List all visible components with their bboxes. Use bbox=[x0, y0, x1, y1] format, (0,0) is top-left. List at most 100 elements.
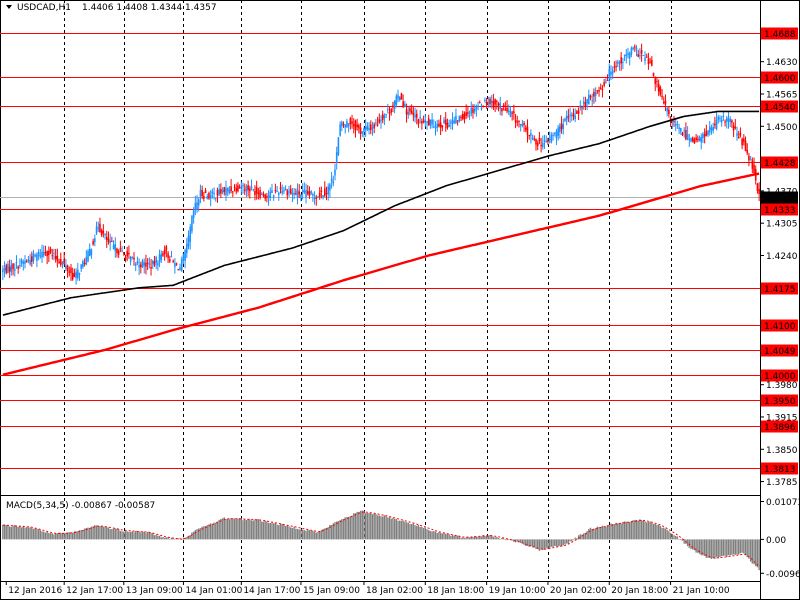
level-price-label bbox=[761, 27, 798, 40]
macd-bar bbox=[14, 525, 16, 540]
macd-bar bbox=[399, 520, 401, 540]
candle-body bbox=[708, 126, 711, 133]
candle-body bbox=[283, 190, 285, 192]
macd-bar bbox=[66, 532, 69, 540]
candle-body bbox=[668, 109, 670, 115]
macd-bar bbox=[85, 527, 88, 540]
candle-body bbox=[599, 87, 602, 90]
header-ohlc: 1.4406 1.4408 1.4344 1.4357 bbox=[82, 3, 217, 13]
candle-body bbox=[649, 62, 651, 64]
macd-bar bbox=[753, 539, 755, 565]
macd-bar bbox=[361, 510, 363, 540]
candle-body bbox=[526, 126, 529, 135]
candle-body bbox=[434, 127, 437, 129]
candle-body bbox=[2, 269, 4, 273]
candle-body bbox=[722, 116, 725, 118]
candle-body bbox=[392, 105, 394, 108]
candle-body bbox=[53, 252, 55, 254]
candle-body bbox=[214, 198, 217, 200]
candle-body bbox=[424, 119, 427, 124]
macd-bar bbox=[630, 521, 633, 540]
macd-bar bbox=[395, 518, 398, 540]
candle-body bbox=[329, 184, 331, 191]
candle-body bbox=[250, 186, 253, 188]
macd-bar bbox=[109, 529, 111, 540]
macd-bar bbox=[591, 528, 593, 540]
macd-bar bbox=[664, 528, 667, 540]
macd-bar bbox=[596, 526, 599, 540]
macd-bar bbox=[298, 529, 300, 540]
macd-bar bbox=[32, 528, 35, 540]
candle-body bbox=[99, 223, 101, 233]
candle-body bbox=[542, 142, 544, 148]
candle-body bbox=[177, 268, 180, 271]
candle-body bbox=[473, 108, 476, 112]
candle-body bbox=[702, 133, 704, 139]
macd-bar bbox=[456, 535, 459, 540]
candle-body bbox=[661, 95, 663, 98]
candle-body bbox=[29, 259, 31, 265]
candle-body bbox=[213, 192, 215, 194]
candle-body bbox=[753, 164, 755, 174]
macd-bar bbox=[601, 525, 604, 540]
macd-bar bbox=[739, 539, 742, 554]
macd-bar bbox=[383, 515, 386, 540]
macd-bar bbox=[611, 524, 614, 540]
macd-bar bbox=[576, 538, 578, 540]
candle-body bbox=[513, 111, 515, 114]
candle-body bbox=[620, 57, 622, 64]
macd-bar bbox=[674, 536, 677, 540]
macd-bar bbox=[678, 539, 680, 540]
candle-body bbox=[66, 265, 69, 272]
candle-body bbox=[252, 189, 255, 191]
macd-bar bbox=[458, 536, 461, 540]
candle-body bbox=[272, 195, 275, 198]
candle-body bbox=[140, 264, 142, 268]
candle-body bbox=[116, 248, 118, 254]
candle-body bbox=[731, 120, 733, 123]
macd-bar bbox=[95, 525, 98, 540]
candle-body bbox=[608, 69, 611, 80]
macd-bar bbox=[620, 523, 622, 540]
candle-body bbox=[499, 103, 502, 109]
macd-bar bbox=[317, 531, 319, 540]
candle-body bbox=[242, 185, 244, 187]
candle-body bbox=[685, 129, 687, 140]
level-price-text: 1.4428 bbox=[764, 159, 796, 169]
candle-body bbox=[211, 191, 214, 194]
macd-bar bbox=[613, 524, 616, 540]
macd-bar bbox=[431, 531, 433, 540]
candle-body bbox=[746, 149, 749, 154]
candle-body bbox=[264, 194, 266, 199]
macd-bar bbox=[83, 528, 86, 540]
candle-body bbox=[734, 126, 737, 128]
macd-bar bbox=[559, 539, 561, 546]
macd-bar bbox=[286, 525, 289, 540]
time-tick-label: 20 Jan 18:00 bbox=[611, 586, 668, 596]
macd-bar bbox=[644, 521, 646, 540]
candle-body bbox=[255, 187, 258, 194]
candle-body bbox=[54, 255, 57, 259]
candle-body bbox=[197, 199, 200, 206]
candle-body bbox=[51, 255, 54, 257]
macd-bar bbox=[330, 525, 333, 540]
macd-bar bbox=[707, 539, 709, 558]
candle-body bbox=[589, 95, 592, 98]
candle-body bbox=[88, 248, 91, 257]
macd-bar bbox=[719, 539, 721, 557]
macd-bar bbox=[496, 537, 498, 540]
candle-body bbox=[547, 139, 549, 143]
macd-bar bbox=[218, 519, 220, 540]
macd-bar bbox=[468, 537, 471, 540]
candle-body bbox=[151, 260, 154, 264]
macd-bar bbox=[574, 537, 576, 540]
macd-bar bbox=[201, 526, 203, 540]
candle-body bbox=[8, 266, 11, 272]
candle-body bbox=[109, 240, 111, 244]
candle-body bbox=[138, 265, 140, 268]
macd-bar bbox=[698, 539, 701, 554]
macd-bar bbox=[537, 539, 539, 550]
macd-bar bbox=[741, 539, 743, 553]
macd-bar bbox=[102, 526, 105, 540]
